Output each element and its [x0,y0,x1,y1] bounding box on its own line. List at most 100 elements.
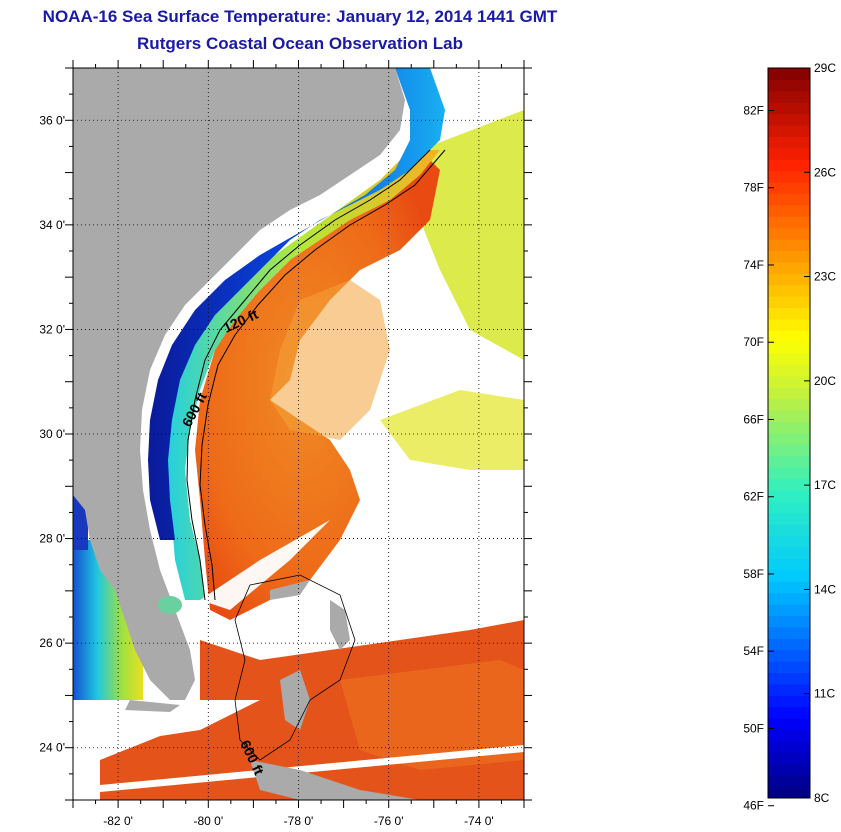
colorbar-swatch [768,512,810,525]
sst-map: -82 0' -80 0' -78 0' -76 0' -74 0' 36 0' 34 0'… [39,60,532,828]
colorbar-swatch [768,444,810,457]
colorbar-swatch [768,284,810,297]
colorbar-swatch [768,216,810,229]
lon-tick-label: -80 0' [193,814,223,828]
colorbar-swatch [768,569,810,582]
axis-ticks [65,60,532,808]
colorbar-label-c: 29C [814,61,836,75]
colorbar-swatch [768,125,810,137]
lon-tick-label: -74 0' [464,814,494,828]
colorbar-swatch [768,204,810,217]
lon-tick-label: -78 0' [284,814,314,828]
colorbar-swatch [768,535,810,548]
florida-keys [125,700,180,712]
lon-tick-label: -76 0' [374,814,404,828]
colorbar-swatch [768,433,810,445]
colorbar-label-c: 17C [814,478,836,492]
colorbar-swatch [768,147,810,160]
cloud-streak-2 [100,745,524,792]
colorbar-swatch [768,752,810,765]
colorbar-label-f: 58F [743,567,764,581]
lon-tick-label: -82 0' [103,814,133,828]
colorbar-swatch [768,558,810,571]
colorbar-swatch [768,706,810,719]
colorbar-swatch [768,615,810,628]
colorbar-swatch [768,398,810,411]
lat-tick-label: 34 0' [39,218,65,232]
lake-okeechobee [158,596,182,614]
colorbar-swatch [768,638,810,651]
colorbar-swatch [768,375,810,388]
colorbar-swatch [768,478,810,491]
colorbar-swatch [768,170,810,183]
colorbar-swatch [768,102,810,115]
gulf-stream-lighter [270,280,390,440]
colorbar-label-f: 70F [743,335,764,349]
colorbar-swatch [768,683,810,696]
offshore-yellow-patch [380,390,524,470]
colorbar-swatch [768,387,810,400]
colorbar-swatch [768,729,810,742]
lat-tick-label: 24 0' [39,741,65,755]
contour-600ft [199,149,446,601]
colorbar-label-c: 20C [814,374,836,388]
lat-tick-label: 32 0' [39,322,65,336]
colorbar-label-c: 11C [814,687,835,701]
colorbar-swatch [768,353,810,366]
colorbar-swatch [768,113,810,126]
colorbar-swatch [768,604,810,616]
colorbar-label-c: 8C [814,791,830,805]
colorbar-label-f: 74F [743,258,764,272]
colorbar-swatch [768,592,810,605]
colorbar-swatch [768,718,810,731]
axis-labels: -82 0' -80 0' -78 0' -76 0' -74 0' 36 0' 34 0'… [39,113,493,828]
colorbar-label-f: 82F [743,103,764,117]
lat-tick-label: 26 0' [39,636,65,650]
colorbar-swatch [768,79,810,92]
colorbar-swatch [768,775,810,788]
colorbar-frame [767,67,811,799]
colorbar-swatches [768,68,810,799]
colorbar-swatch [768,421,810,434]
colorbar-swatch [768,501,810,514]
colorbar-swatch [768,193,810,206]
cloud-patch-east [320,480,524,610]
cuba [250,760,420,800]
colorbar-label-f: 54F [743,644,764,658]
colorbar: 82F 78F 74F 70F 66F 62F 58F 54F 50F 46F 29C 26C 23C… [743,61,836,813]
colorbar-swatch [768,547,810,559]
southern-warm-waters-2 [340,660,524,770]
colorbar-swatch [768,250,810,263]
colorbar-swatch [768,740,810,753]
colorbar-swatch [768,318,810,331]
colorbar-label-c: 23C [814,270,836,284]
colorbar-swatch [768,330,810,343]
page-subtitle: Rutgers Coastal Ocean Observation Lab [137,34,463,53]
land-mass [73,68,405,700]
colorbar-swatch [768,626,810,639]
offshore-warm-band [420,110,524,360]
colorbar-swatch [768,261,810,274]
colorbar-swatch [768,182,810,194]
colorbar-swatch [768,786,810,799]
colorbar-label-c: 14C [814,582,836,596]
colorbar-label-c: 26C [814,165,836,179]
colorbar-swatch [768,581,810,594]
lat-tick-label: 36 0' [39,113,65,127]
colorbar-celsius-labels: 29C 26C 23C 20C 17C 14C 11C 8C [804,61,836,805]
colorbar-swatch [768,136,810,149]
contour-120ft [186,149,431,601]
colorbar-swatch [768,341,810,354]
colorbar-label-f: 66F [743,412,764,426]
contour-bahamas [234,574,356,761]
colorbar-swatch [768,763,810,776]
shelf-waters [165,150,440,600]
colorbar-swatch [768,672,810,685]
lat-tick-label: 30 0' [39,427,65,441]
colorbar-swatch [768,68,810,80]
colorbar-swatch [768,490,810,502]
page-title: NOAA-16 Sea Surface Temperature: January… [42,7,558,26]
lat-tick-label: 28 0' [39,532,65,546]
colorbar-swatch [768,649,810,662]
gulf-stream-core [195,150,440,620]
